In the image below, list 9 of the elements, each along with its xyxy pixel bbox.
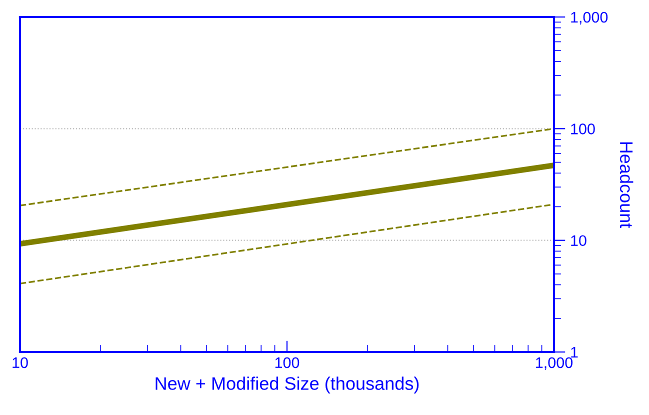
y-tick-label: 1 (571, 347, 578, 358)
x-tick-label: 100 (275, 357, 300, 368)
x-axis-title: New + Modified Size (thousands) (156, 376, 419, 394)
y-tick-label: 1,000 (571, 12, 608, 24)
y-tick-label: 100 (571, 124, 595, 134)
y-axis-title: Headcount (620, 142, 634, 228)
y-tick-label: 10 (571, 235, 586, 246)
x-tick-label: 10 (12, 357, 28, 368)
x-tick-label: 1,000 (536, 357, 573, 370)
